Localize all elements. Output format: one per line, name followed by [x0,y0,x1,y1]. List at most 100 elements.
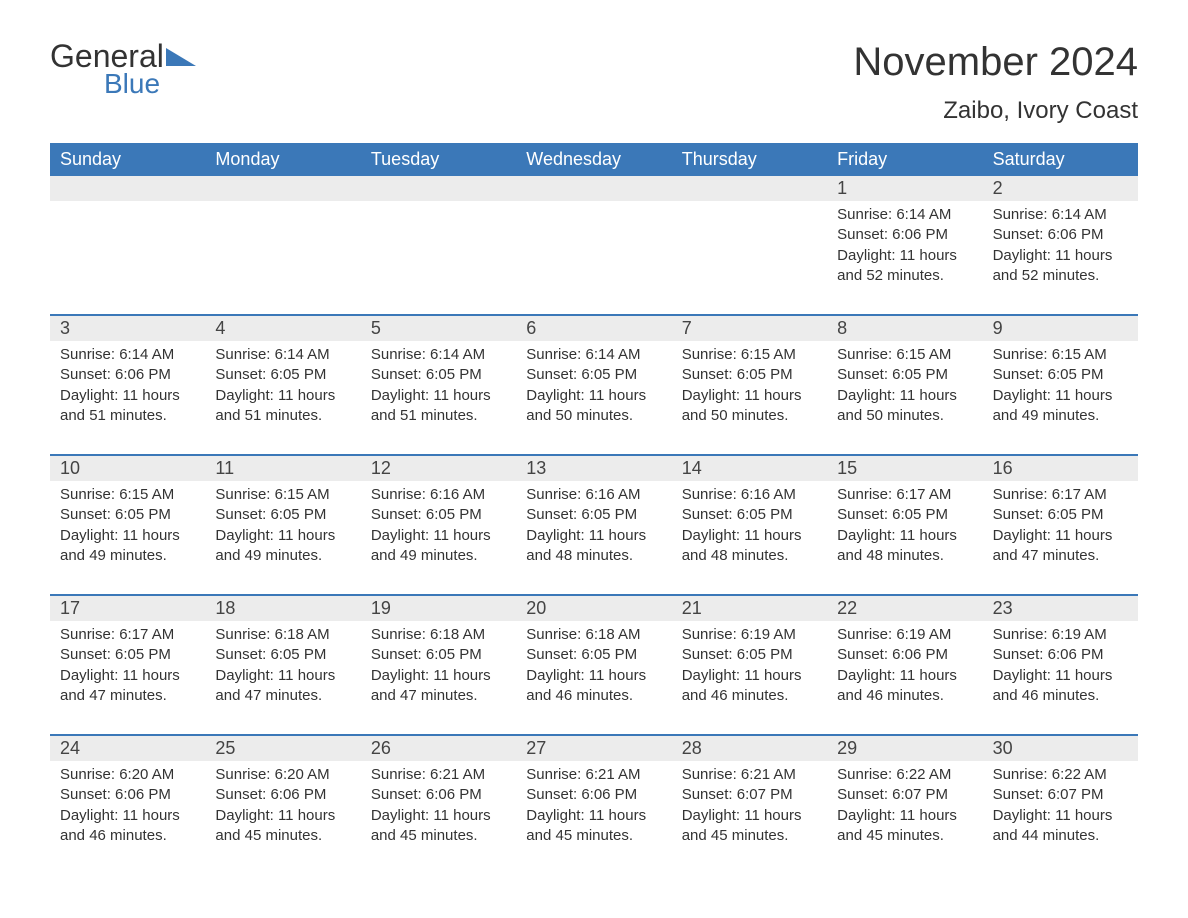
cell-row: Sunrise: 6:20 AMSunset: 6:06 PMDaylight:… [50,761,1138,852]
sunrise-text: Sunrise: 6:14 AM [837,205,972,225]
daynum-row: 12 [50,176,1138,201]
day2-text: and 47 minutes. [215,686,350,706]
sunset-text: Sunset: 6:05 PM [526,365,661,385]
day-cell [361,201,516,292]
sunset-text: Sunset: 6:05 PM [682,645,817,665]
day2-text: and 50 minutes. [837,406,972,426]
sunrise-text: Sunrise: 6:18 AM [371,625,506,645]
day-number: 5 [361,316,516,341]
day2-text: and 45 minutes. [682,826,817,846]
sunrise-text: Sunrise: 6:18 AM [215,625,350,645]
day-header: Sunday [50,143,205,176]
day2-text: and 48 minutes. [837,546,972,566]
day-cell: Sunrise: 6:18 AMSunset: 6:05 PMDaylight:… [205,621,360,712]
cell-row: Sunrise: 6:15 AMSunset: 6:05 PMDaylight:… [50,481,1138,572]
sunset-text: Sunset: 6:05 PM [215,645,350,665]
day1-text: Daylight: 11 hours [371,806,506,826]
sunset-text: Sunset: 6:05 PM [371,365,506,385]
day-number: 23 [983,596,1138,621]
sunrise-text: Sunrise: 6:19 AM [682,625,817,645]
sunrise-text: Sunrise: 6:21 AM [526,765,661,785]
day2-text: and 46 minutes. [526,686,661,706]
day-cell: Sunrise: 6:20 AMSunset: 6:06 PMDaylight:… [205,761,360,852]
day-cell: Sunrise: 6:16 AMSunset: 6:05 PMDaylight:… [516,481,671,572]
day2-text: and 49 minutes. [993,406,1128,426]
day-header: Monday [205,143,360,176]
day1-text: Daylight: 11 hours [837,666,972,686]
day1-text: Daylight: 11 hours [682,806,817,826]
day-number: 13 [516,456,671,481]
day-number: 15 [827,456,982,481]
day1-text: Daylight: 11 hours [215,806,350,826]
day-number: 25 [205,736,360,761]
day-number: 27 [516,736,671,761]
day-header: Saturday [983,143,1138,176]
day2-text: and 48 minutes. [526,546,661,566]
sunset-text: Sunset: 6:06 PM [371,785,506,805]
day-number [50,176,205,201]
day-number: 18 [205,596,360,621]
day2-text: and 45 minutes. [837,826,972,846]
day1-text: Daylight: 11 hours [682,386,817,406]
day1-text: Daylight: 11 hours [60,386,195,406]
sunrise-text: Sunrise: 6:14 AM [60,345,195,365]
sunset-text: Sunset: 6:06 PM [215,785,350,805]
daynum-row: 3456789 [50,316,1138,341]
header: General Blue November 2024 Zaibo, Ivory … [50,40,1138,135]
sunrise-text: Sunrise: 6:20 AM [60,765,195,785]
day-cell: Sunrise: 6:19 AMSunset: 6:06 PMDaylight:… [983,621,1138,712]
sunrise-text: Sunrise: 6:16 AM [682,485,817,505]
day2-text: and 49 minutes. [215,546,350,566]
day-number: 28 [672,736,827,761]
day2-text: and 47 minutes. [60,686,195,706]
sunrise-text: Sunrise: 6:21 AM [371,765,506,785]
day1-text: Daylight: 11 hours [371,666,506,686]
day-cell [672,201,827,292]
day-cell: Sunrise: 6:15 AMSunset: 6:05 PMDaylight:… [50,481,205,572]
sunset-text: Sunset: 6:05 PM [526,505,661,525]
day1-text: Daylight: 11 hours [837,526,972,546]
sunset-text: Sunset: 6:05 PM [993,365,1128,385]
cell-row: Sunrise: 6:17 AMSunset: 6:05 PMDaylight:… [50,621,1138,712]
day2-text: and 49 minutes. [371,546,506,566]
day-number: 14 [672,456,827,481]
day-cell: Sunrise: 6:18 AMSunset: 6:05 PMDaylight:… [516,621,671,712]
daynum-row: 24252627282930 [50,736,1138,761]
day1-text: Daylight: 11 hours [993,526,1128,546]
day-number: 16 [983,456,1138,481]
day-cell [205,201,360,292]
week-block: 10111213141516Sunrise: 6:15 AMSunset: 6:… [50,454,1138,572]
day-cell: Sunrise: 6:14 AMSunset: 6:05 PMDaylight:… [205,341,360,432]
title-block: November 2024 Zaibo, Ivory Coast [853,40,1138,135]
day1-text: Daylight: 11 hours [682,526,817,546]
day-cell: Sunrise: 6:17 AMSunset: 6:05 PMDaylight:… [827,481,982,572]
day-number: 2 [983,176,1138,201]
day-cell: Sunrise: 6:14 AMSunset: 6:06 PMDaylight:… [983,201,1138,292]
sunset-text: Sunset: 6:05 PM [526,645,661,665]
day1-text: Daylight: 11 hours [837,386,972,406]
sunrise-text: Sunrise: 6:16 AM [371,485,506,505]
day-number [672,176,827,201]
day-number: 19 [361,596,516,621]
sunset-text: Sunset: 6:06 PM [526,785,661,805]
sunset-text: Sunset: 6:07 PM [837,785,972,805]
day2-text: and 50 minutes. [526,406,661,426]
sunset-text: Sunset: 6:06 PM [60,365,195,385]
day-cell: Sunrise: 6:19 AMSunset: 6:05 PMDaylight:… [672,621,827,712]
day1-text: Daylight: 11 hours [837,246,972,266]
day-header: Thursday [672,143,827,176]
month-title: November 2024 [853,40,1138,85]
sunset-text: Sunset: 6:05 PM [215,505,350,525]
sunset-text: Sunset: 6:06 PM [993,645,1128,665]
week-block: 3456789Sunrise: 6:14 AMSunset: 6:06 PMDa… [50,314,1138,432]
sunset-text: Sunset: 6:07 PM [682,785,817,805]
day-header: Tuesday [361,143,516,176]
day2-text: and 46 minutes. [60,826,195,846]
week-block: 24252627282930Sunrise: 6:20 AMSunset: 6:… [50,734,1138,852]
day2-text: and 45 minutes. [215,826,350,846]
day1-text: Daylight: 11 hours [526,386,661,406]
day1-text: Daylight: 11 hours [993,806,1128,826]
day1-text: Daylight: 11 hours [215,666,350,686]
day-header-row: Sunday Monday Tuesday Wednesday Thursday… [50,143,1138,176]
day-cell [50,201,205,292]
